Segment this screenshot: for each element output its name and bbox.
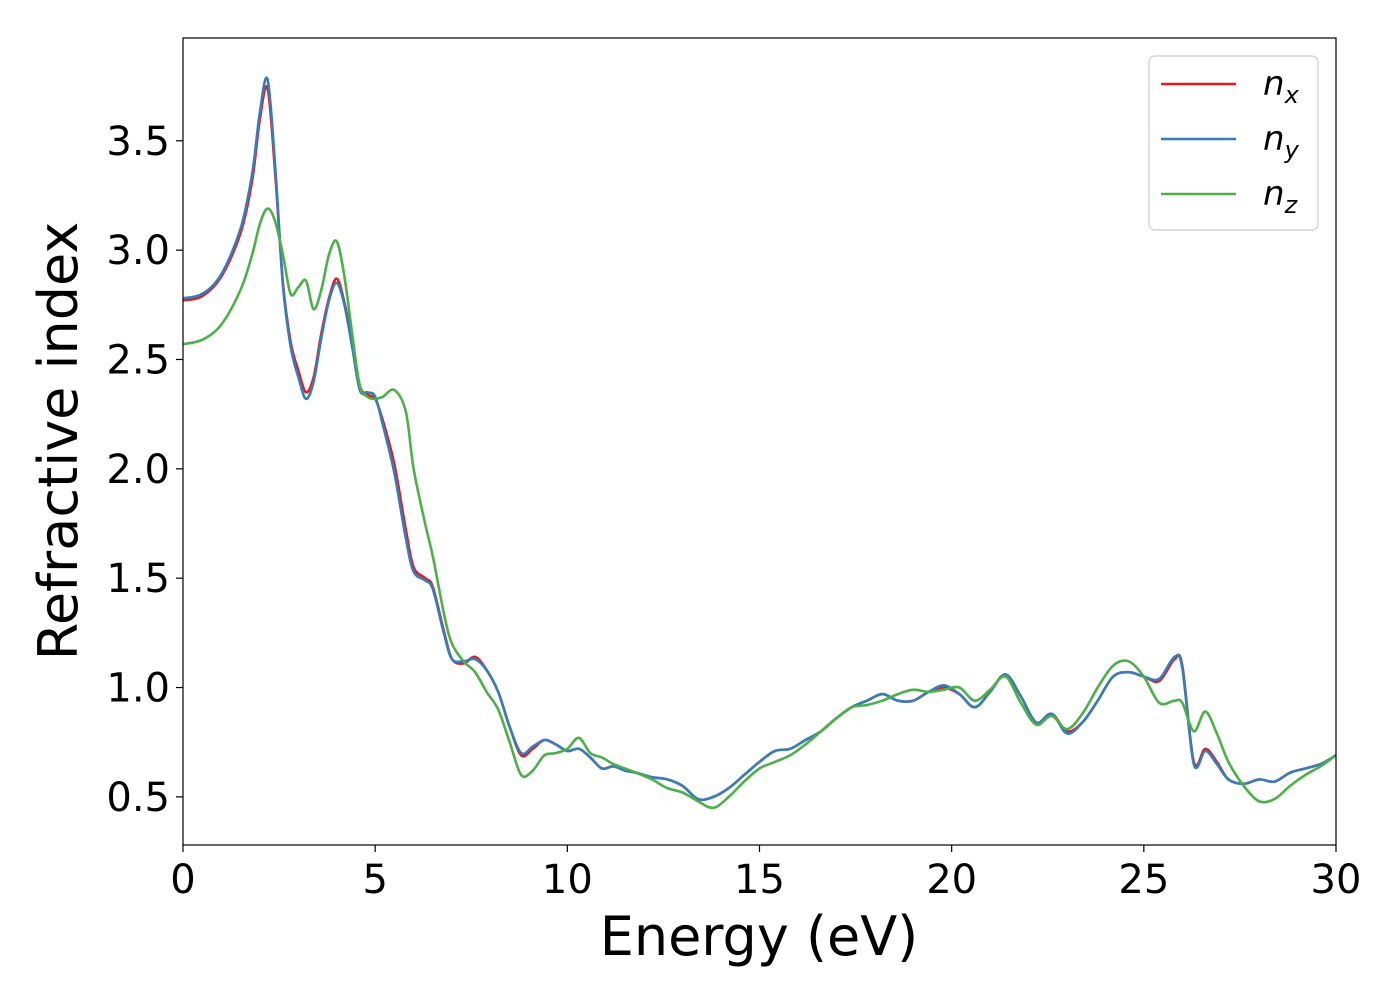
legend-label-n-x: nx	[1263, 64, 1300, 109]
y-tick-label: 1.5	[106, 556, 170, 602]
series-line-n-y	[182, 76, 1337, 802]
y-tick-label: 3.0	[106, 228, 170, 274]
legend: nx ny nz	[1148, 55, 1319, 231]
y-tick-label: 0.5	[106, 775, 170, 821]
x-tick-label: 0	[170, 857, 195, 903]
x-tick-label: 15	[734, 857, 785, 903]
y-tick-label: 3.5	[106, 119, 170, 165]
x-axis-label: Energy (eV)	[600, 905, 919, 968]
y-tick-label: 2.0	[106, 447, 170, 493]
legend-label-n-y: ny	[1263, 119, 1300, 164]
legend-box	[1148, 55, 1319, 231]
series-line-n-z	[182, 207, 1337, 810]
x-tick-label: 10	[542, 857, 593, 903]
y-axis: 0.5 1.0 1.5 2.0 2.5 3.0 3.5	[106, 119, 183, 821]
y-tick-label: 1.0	[106, 666, 170, 712]
y-axis-label: Refractive index	[27, 222, 90, 661]
x-tick-label: 5	[362, 857, 387, 903]
x-tick-label: 25	[1118, 857, 1169, 903]
x-tick-label: 30	[1311, 857, 1362, 903]
y-tick-label: 2.5	[106, 337, 170, 383]
x-tick-label: 20	[926, 857, 977, 903]
series-layer	[182, 76, 1337, 810]
x-axis: 0 5 10 15 20 25 30	[170, 845, 1361, 903]
legend-label-n-z: nz	[1263, 174, 1299, 219]
